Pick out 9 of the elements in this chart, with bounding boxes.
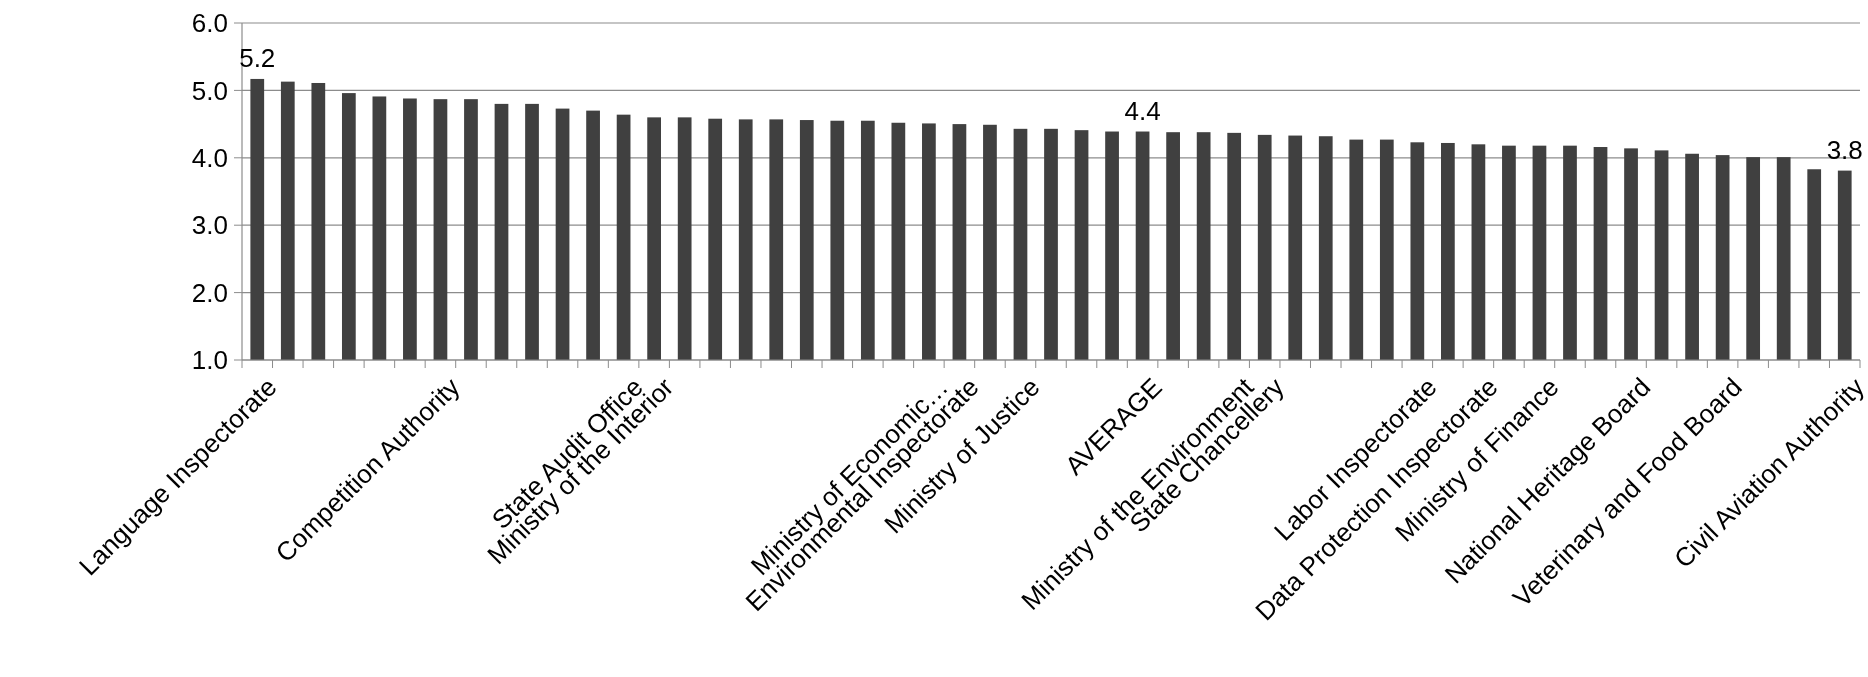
y-tick-label: 2.0: [191, 277, 228, 308]
data-label: 4.4: [1124, 95, 1161, 126]
y-tick-label: 3.0: [191, 210, 228, 241]
y-tick-label: 5.0: [191, 75, 228, 106]
y-tick-label: 4.0: [191, 142, 228, 173]
data-label: 3.8: [1826, 134, 1863, 165]
y-tick-label: 6.0: [191, 8, 228, 39]
y-tick-label: 1.0: [191, 345, 228, 376]
data-label: 5.2: [239, 42, 276, 73]
